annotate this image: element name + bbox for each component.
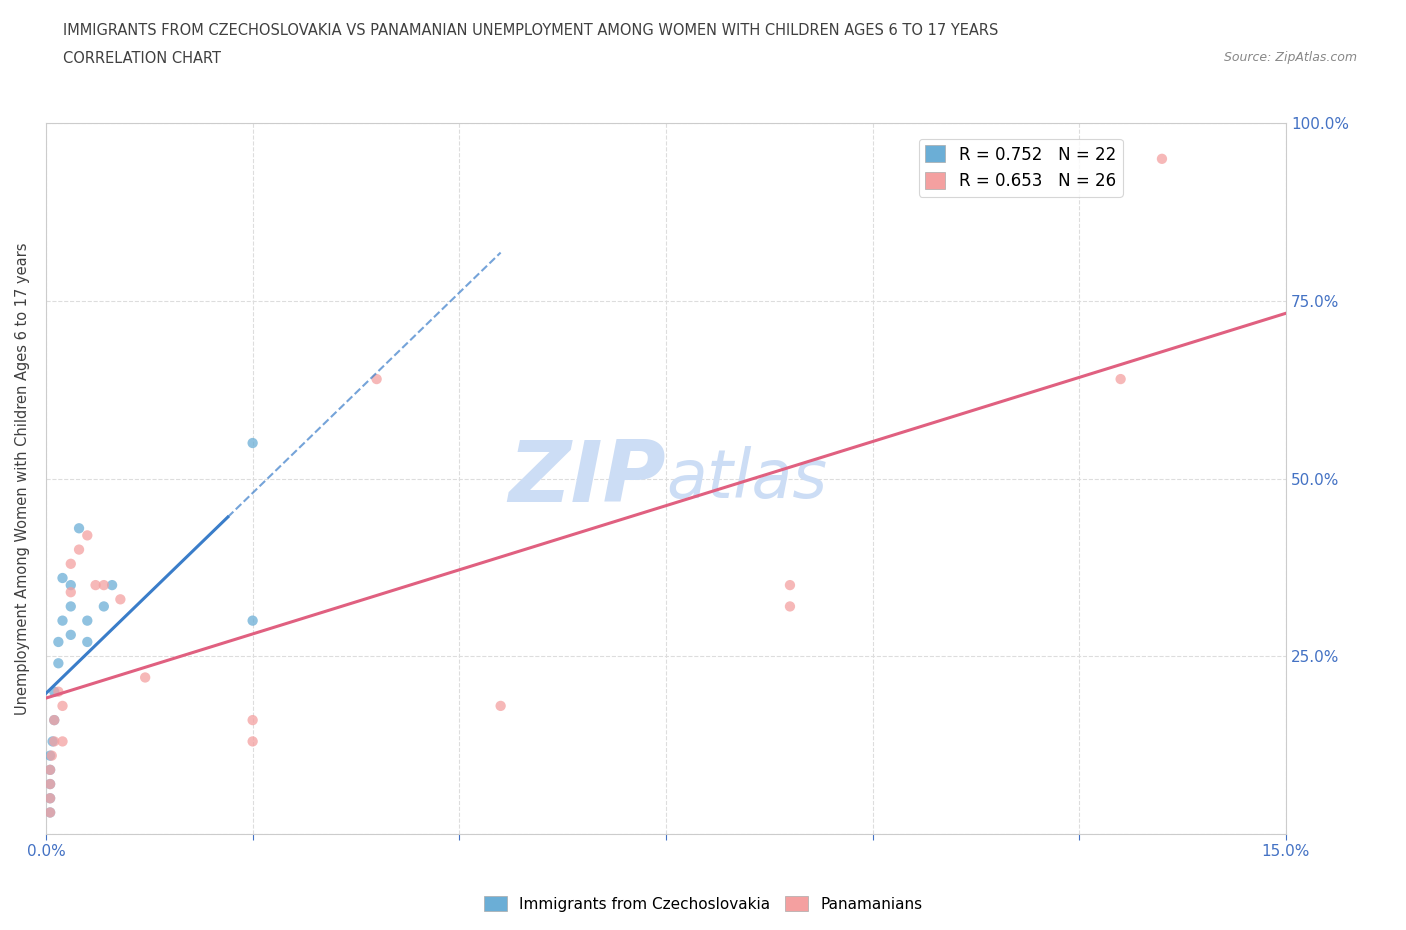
Point: [242, 712, 264, 727]
Point: [51, 571, 73, 586]
Point: [93, 578, 115, 592]
Point: [44, 734, 66, 749]
Point: [39, 763, 62, 777]
Point: [366, 372, 388, 387]
Point: [59, 556, 82, 571]
Point: [59, 628, 82, 643]
Point: [489, 698, 512, 713]
Point: [51, 613, 73, 628]
Point: [134, 670, 156, 684]
Legend: Immigrants from Czechoslovakia, Panamanians: Immigrants from Czechoslovakia, Panamani…: [478, 889, 928, 918]
Point: [59, 599, 82, 614]
Point: [51, 698, 73, 713]
Point: [59, 578, 82, 592]
Text: atlas: atlas: [666, 445, 827, 512]
Point: [39, 777, 62, 791]
Legend: R = 0.752   N = 22, R = 0.653   N = 26: R = 0.752 N = 22, R = 0.653 N = 26: [918, 139, 1122, 197]
Point: [39, 749, 62, 764]
Point: [242, 613, 264, 628]
Point: [1109, 372, 1132, 387]
Point: [84, 578, 107, 592]
Text: CORRELATION CHART: CORRELATION CHART: [63, 51, 221, 66]
Text: IMMIGRANTS FROM CZECHOSLOVAKIA VS PANAMANIAN UNEMPLOYMENT AMONG WOMEN WITH CHILD: IMMIGRANTS FROM CZECHOSLOVAKIA VS PANAMA…: [63, 23, 998, 38]
Point: [44, 712, 66, 727]
Point: [59, 585, 82, 600]
Point: [110, 591, 132, 606]
Point: [41, 734, 63, 749]
Point: [1150, 152, 1173, 166]
Point: [48, 656, 70, 671]
Point: [48, 684, 70, 699]
Point: [39, 790, 62, 805]
Point: [51, 734, 73, 749]
Y-axis label: Unemployment Among Women with Children Ages 6 to 17 years: Unemployment Among Women with Children A…: [15, 243, 30, 715]
Point: [67, 521, 90, 536]
Point: [39, 790, 62, 805]
Point: [779, 599, 801, 614]
Point: [39, 805, 62, 820]
Point: [41, 749, 63, 764]
Point: [39, 763, 62, 777]
Text: ZIP: ZIP: [509, 437, 666, 520]
Text: Source: ZipAtlas.com: Source: ZipAtlas.com: [1223, 51, 1357, 64]
Point: [779, 578, 801, 592]
Point: [39, 805, 62, 820]
Point: [76, 528, 98, 543]
Point: [48, 634, 70, 649]
Point: [76, 613, 98, 628]
Point: [93, 599, 115, 614]
Point: [242, 734, 264, 749]
Point: [242, 435, 264, 450]
Point: [101, 578, 124, 592]
Point: [44, 712, 66, 727]
Point: [39, 777, 62, 791]
Point: [76, 634, 98, 649]
Point: [44, 684, 66, 699]
Point: [67, 542, 90, 557]
